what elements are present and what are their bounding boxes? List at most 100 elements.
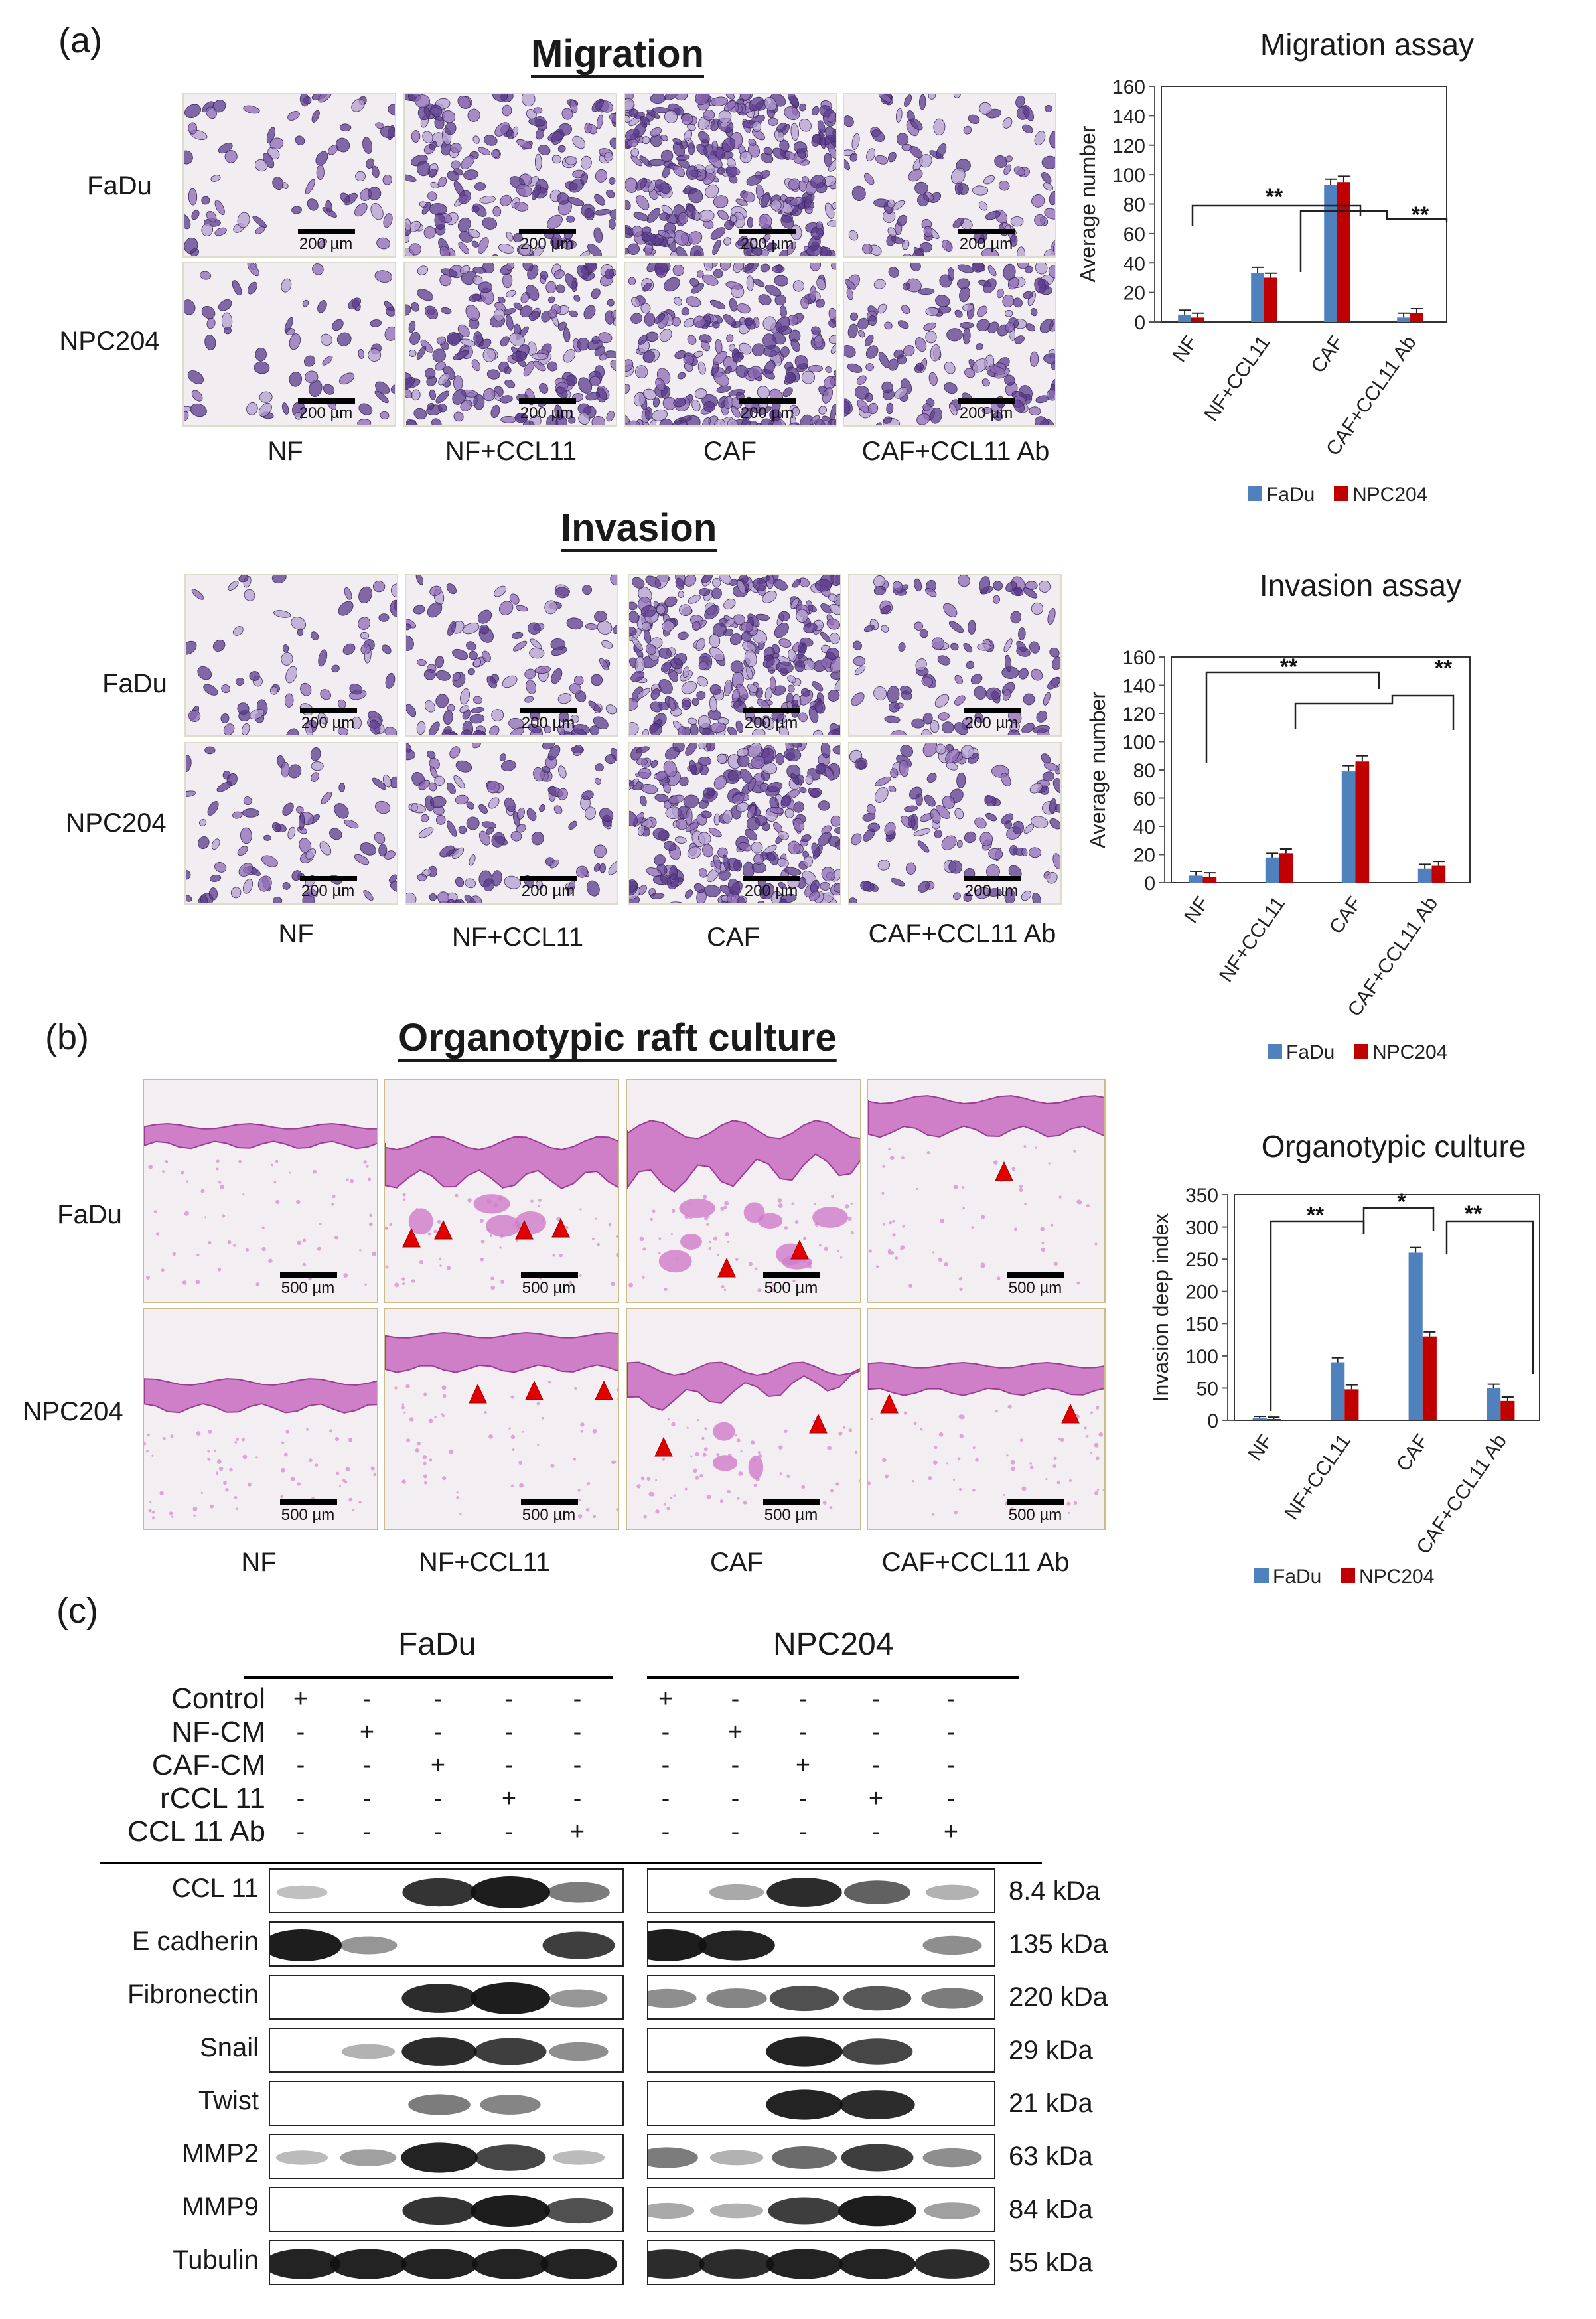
blot-label: MMP9 <box>182 2192 259 2221</box>
blot-band <box>841 2144 914 2172</box>
legend-swatch <box>1334 486 1348 501</box>
bar-npc204-2 <box>1355 761 1370 883</box>
y-tick-label: 100 <box>1112 165 1145 187</box>
blot-band <box>275 2150 328 2165</box>
treatment-sign: + <box>943 1818 959 1846</box>
bar-fadu-1 <box>1265 857 1279 883</box>
invasion-image-1-0: 200 µm <box>184 742 398 905</box>
scale-bar <box>280 1499 337 1505</box>
legend-label: FaDu <box>1273 1566 1321 1588</box>
treatment-sign: - <box>433 1818 443 1846</box>
treatment-sign: - <box>504 1685 514 1713</box>
blot-band <box>339 1936 398 1955</box>
invasion-chart: 0 20 40 60 80 100 120 140 160 Average number NF NF+… <box>1086 647 1471 1062</box>
significance-label: ** <box>1435 656 1453 681</box>
scale-bar-label: 200 µm <box>521 714 575 732</box>
y-tick-label: 250 <box>1185 1249 1218 1271</box>
bar-npc204-2 <box>1422 1336 1437 1420</box>
treatment-sign: - <box>362 1685 372 1713</box>
invasion-image-1-3: 200 µm <box>848 742 1062 905</box>
blot-strip-fadu <box>269 2081 624 2126</box>
blot-band <box>922 2148 982 2168</box>
y-axis-label: Average number <box>1076 125 1100 282</box>
invasion-col-caf-ab: CAF+CCL11 Ab <box>868 919 1056 948</box>
treatment-sign: - <box>433 1718 443 1746</box>
error-bar <box>1419 863 1431 869</box>
treatment-sign: - <box>798 1785 808 1813</box>
error-bar <box>1254 1416 1266 1419</box>
blot-band <box>340 2149 397 2166</box>
raft-row-npc204: NPC204 <box>23 1397 123 1426</box>
treatment-sign: - <box>871 1685 881 1713</box>
scale-bar-label: 200 µm <box>959 404 1013 422</box>
blot-band <box>648 1988 697 2008</box>
scale-bar-label: 500 µm <box>281 1279 335 1297</box>
blot-strip-npc204 <box>647 2028 995 2073</box>
blot-band <box>766 2089 843 2120</box>
blot-kda: 220 kDa <box>1009 1982 1108 2012</box>
migration-row-fadu: FaDu <box>87 171 152 200</box>
treatment-sign: + <box>795 1752 811 1779</box>
y-tick-label: 20 <box>1133 845 1155 867</box>
treatment-sign: - <box>573 1785 582 1813</box>
treatment-sign: - <box>946 1718 956 1746</box>
legend-label: FaDu <box>1286 1041 1335 1062</box>
blot-strip-fadu <box>269 2240 624 2285</box>
blot-kda: 84 kDa <box>1009 2195 1093 2224</box>
blot-label: CCL 11 <box>171 1874 259 1903</box>
bar-npc204-1 <box>1279 853 1293 883</box>
treatment-sign: - <box>731 1752 740 1779</box>
raft-col-caf: CAF <box>710 1548 763 1577</box>
error-bar <box>1190 871 1202 876</box>
treatment-sign: - <box>798 1818 808 1846</box>
blot-strip-npc204 <box>647 2187 995 2232</box>
blot-strip-npc204 <box>647 2240 995 2285</box>
raft-image-npc-nf: 500 µm <box>143 1308 378 1530</box>
raft-image-fadu-caf-ab: 500 µm <box>867 1079 1106 1303</box>
blot-band <box>471 1876 550 1908</box>
scale-bar <box>519 398 576 404</box>
blot-kda: 55 kDa <box>1009 2248 1093 2277</box>
migration-col-caf: CAF <box>703 437 757 466</box>
y-tick-label: 0 <box>1144 873 1155 895</box>
treatment-sign: - <box>573 1718 582 1746</box>
treatment-label: CCL 11 Ab <box>127 1815 265 1848</box>
blot-kda: 29 kDa <box>1009 2036 1093 2065</box>
treatment-sign: + <box>430 1752 446 1779</box>
bar-npc204-3 <box>1431 865 1446 883</box>
blot-strip-npc204 <box>647 1975 995 2020</box>
treatment-sign: - <box>798 1685 808 1713</box>
treatment-sign: - <box>573 1752 582 1779</box>
migration-image-0-0: 200 µm <box>182 93 396 258</box>
invasion-col-caf: CAF <box>707 923 760 952</box>
blot-band <box>698 1930 775 1961</box>
significance-label: ** <box>1465 1201 1483 1227</box>
error-bar <box>1252 266 1264 273</box>
significance-bracket <box>1294 694 1455 730</box>
bar-npc204-0 <box>1202 877 1217 883</box>
y-tick-label: 100 <box>1122 732 1155 754</box>
migration-chart: 0 20 40 60 80 100 120 140 160 Average number NFNF+… <box>1076 76 1448 506</box>
invasion-image-0-0: 200 µm <box>184 574 398 737</box>
raft-image-fadu-nf-ccl11: 500 µm <box>384 1079 619 1303</box>
raft-col-nf-ccl11: NF+CCL11 <box>418 1548 551 1577</box>
invasion-image-1-2: 200 µm <box>628 742 841 905</box>
blot-strip-fadu <box>269 2028 624 2073</box>
bar-fadu-3 <box>1487 1388 1501 1420</box>
bar-npc204-3 <box>1500 1400 1515 1420</box>
scale-bar-label: 200 µm <box>520 404 574 422</box>
blot-strip-fadu <box>269 2134 624 2179</box>
error-bar <box>1179 309 1191 315</box>
significance-label: ** <box>1280 654 1298 680</box>
chart-frame <box>1161 86 1447 323</box>
blot-band <box>472 2249 549 2279</box>
migration-col-nf: NF <box>267 437 303 466</box>
blot-band <box>542 1931 615 1959</box>
treatment-sign: - <box>871 1752 881 1779</box>
scale-bar <box>280 1272 337 1278</box>
x-tick-label: NF <box>1244 1430 1277 1465</box>
invasion-image-0-1: 200 µm <box>405 574 618 737</box>
blot-band <box>921 1988 983 2009</box>
migration-image-1-3: 200 µm <box>843 262 1056 427</box>
x-tick-label: NF+CCL11 <box>1281 1430 1355 1524</box>
